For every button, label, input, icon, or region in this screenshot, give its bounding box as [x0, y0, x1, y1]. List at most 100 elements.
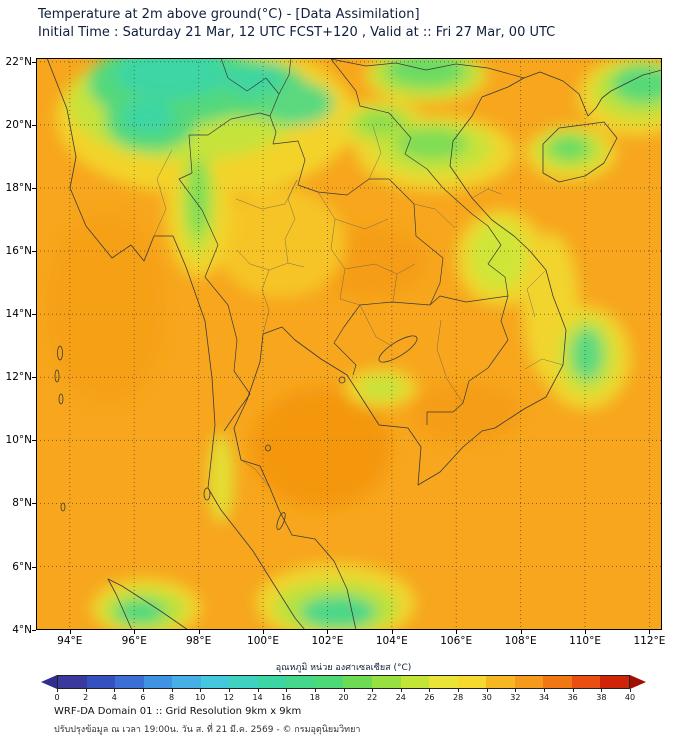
temperature-map: [36, 58, 662, 630]
colorbar-segment: [200, 676, 230, 688]
colorbar-tick-mark: [57, 689, 58, 692]
temp-blob-24.5c: [360, 376, 404, 400]
colorbar-tick-mark: [286, 689, 288, 692]
colorbar-tick-mark: [601, 689, 603, 692]
colorbar-segment: [457, 676, 487, 688]
colorbar-segment: [571, 676, 601, 688]
colorbar-segment: [400, 676, 430, 688]
colorbar-tick-label: 6: [140, 693, 146, 702]
colorbar-tick-label: 2: [83, 693, 89, 702]
colorbar-segment: [229, 676, 258, 688]
x-tick-mark: [456, 630, 458, 634]
x-axis-label: 112°E: [633, 635, 666, 647]
colorbar-tick-label: 30: [481, 693, 492, 702]
temp-blob-31c: [46, 213, 166, 403]
colorbar-segment: [543, 676, 572, 688]
y-tick-mark: [32, 629, 36, 631]
colorbar-segment: [286, 676, 315, 688]
sumatra-outline: [107, 578, 189, 630]
colorbar-over-arrow: [630, 675, 646, 689]
colorbar-tick-label: 26: [424, 693, 435, 702]
x-tick-mark: [134, 630, 136, 634]
colorbar-segment: [257, 676, 287, 688]
y-tick-mark: [32, 61, 36, 63]
temp-blob-21c: [115, 600, 165, 624]
y-tick-mark: [32, 440, 36, 442]
x-axis-label: 104°E: [375, 635, 408, 647]
x-axis-label: 100°E: [247, 635, 279, 647]
colorbar-segment: [143, 676, 173, 688]
colorbar-tick-mark: [372, 689, 374, 692]
x-tick-mark: [263, 630, 265, 634]
province-borders: [153, 125, 564, 489]
colorbar-segment: [86, 676, 116, 688]
y-tick-mark: [32, 377, 36, 379]
y-axis-label: 8°N: [12, 497, 32, 510]
colorbar-tick-label: 34: [538, 693, 550, 702]
x-axis-label: 102°E: [311, 635, 344, 647]
colorbar-segment: [486, 676, 515, 688]
x-axis-label: 108°E: [504, 635, 537, 647]
colorbar-tick-mark: [544, 689, 546, 692]
colorbar-tick-mark: [515, 689, 517, 692]
temp-blob-29c: [216, 188, 346, 298]
colorbar-tick-label: 12: [223, 693, 234, 702]
colorbar-tick-label: 22: [367, 693, 378, 702]
colorbar-tick-label: 4: [111, 693, 117, 702]
temp-blob-26.5c: [208, 433, 234, 523]
colorbar-segment: [314, 676, 344, 688]
y-tick-mark: [32, 503, 36, 505]
colorbar-tick-label: 32: [510, 693, 521, 702]
colorbar-tick-label: 18: [309, 693, 320, 702]
border-china-vietnam: [330, 58, 525, 79]
colorbar-tick-mark: [400, 689, 402, 692]
colorbar-segment: [372, 676, 401, 688]
colorbar-tick-mark: [142, 689, 144, 692]
colorbar-tick-mark: [171, 689, 173, 692]
y-axis-label: 16°N: [5, 245, 32, 258]
y-tick-mark: [32, 187, 36, 189]
colorbar-tick-mark: [572, 689, 574, 692]
page-title: Temperature at 2m above ground(°C) - [Da…: [38, 7, 420, 22]
border-myanmar-thailand: [178, 134, 251, 432]
map-gridlines: [36, 58, 662, 630]
colorbar-tick-label: 36: [567, 693, 578, 702]
border-vietnam-cambodia: [426, 295, 509, 425]
colorbar-segment: [514, 676, 544, 688]
plot-border-frame: [36, 58, 662, 630]
temp-blob-23c: [361, 112, 401, 132]
colorbar-tick-label: 16: [281, 693, 292, 702]
y-axis-label: 18°N: [5, 181, 32, 194]
temp-blob-25c: [470, 222, 526, 290]
x-tick-mark: [198, 630, 200, 634]
colorbar-segment: [172, 676, 201, 688]
x-tick-mark: [391, 630, 393, 634]
colorbar-segment: [115, 676, 144, 688]
border-myanmar-laos-mekong: [269, 58, 292, 117]
colorbar-tick-mark: [114, 689, 116, 692]
page-subtitle: Initial Time : Saturday 21 Mar, 12 UTC F…: [38, 25, 556, 40]
temp-blob-19c: [219, 65, 283, 95]
y-axis-label: 10°N: [5, 434, 32, 447]
footer-domain-info: WRF-DA Domain 01 :: Grid Resolution 9km …: [54, 706, 302, 717]
colorbar-tick-mark: [429, 689, 431, 692]
y-tick-mark: [32, 314, 36, 316]
border-thailand-north: [189, 112, 271, 136]
y-axis-label: 20°N: [5, 118, 32, 131]
colorbar-tick-label: 24: [395, 693, 406, 702]
x-axis-label: 106°E: [440, 635, 473, 647]
border-china-myanmar: [220, 58, 280, 95]
geography-outlines: [46, 58, 662, 630]
colorbar-tick-mark: [343, 689, 345, 692]
colorbar-tick-mark: [486, 689, 488, 692]
temp-blob-32c: [251, 388, 391, 508]
map-plot-area: [36, 58, 662, 630]
colorbar-tick-mark: [630, 689, 631, 692]
colorbar-tick-mark: [458, 689, 460, 692]
border-thailand-laos: [269, 115, 444, 306]
colorbar-tick-label: 40: [624, 693, 636, 702]
temp-blob-18.5c: [115, 58, 227, 99]
x-axis-label: 98°E: [185, 635, 212, 647]
hainan-island-outline: [542, 121, 618, 183]
